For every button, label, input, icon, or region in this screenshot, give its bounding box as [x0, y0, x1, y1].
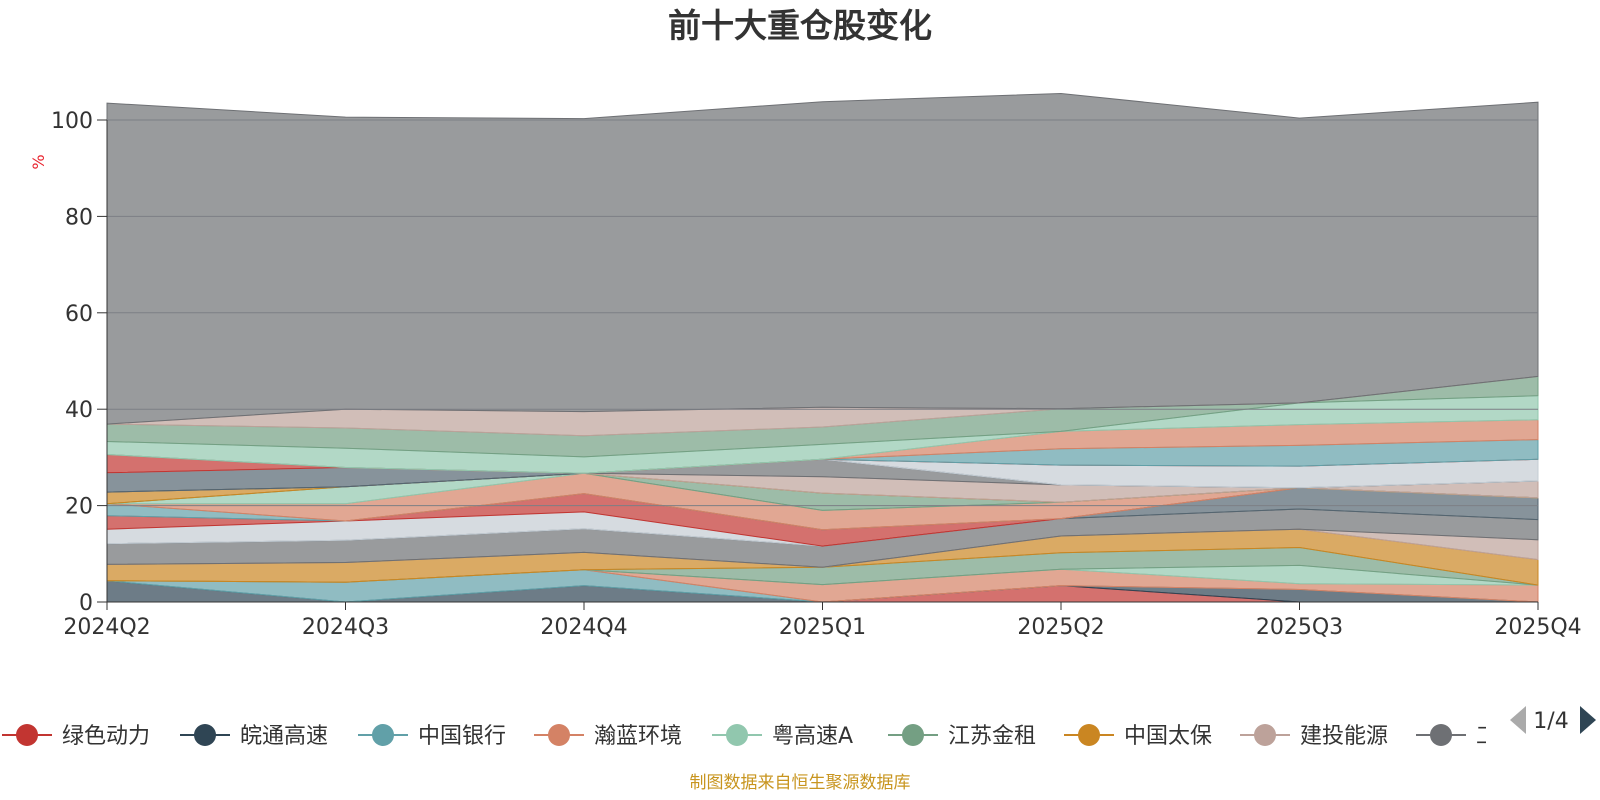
x-tick-label: 2024Q4: [540, 615, 627, 640]
y-tick-label: 100: [51, 109, 93, 134]
axes: 0 20 40 60 80 100 2024Q2 2024Q3 2024Q4 2025Q1 2025…: [51, 109, 1582, 640]
legend-item-8[interactable]: 建投能源: [1240, 724, 1388, 749]
y-tick-label: 40: [65, 398, 93, 423]
x-tick-label: 2025Q2: [1017, 615, 1104, 640]
y-axis-unit: %: [29, 154, 48, 169]
legend-marker-icon: [16, 724, 38, 746]
area-series-28[interactable]: [106, 92, 1539, 425]
legend-page-indicator: 1/4: [1533, 709, 1568, 734]
chart-title: 前十大重仓股变化: [668, 6, 932, 45]
legend-marker-icon: [194, 724, 216, 746]
legend-label: 建投能源: [1300, 724, 1388, 749]
legend-marker-icon: [1254, 724, 1276, 746]
plot-area: [106, 92, 1539, 603]
legend-marker-icon: [726, 724, 748, 746]
legend-next-page-icon[interactable]: [1580, 706, 1596, 734]
x-tick-label: 2025Q1: [779, 615, 866, 640]
legend-label: 瀚蓝环境: [594, 724, 682, 749]
source-note: 制图数据来自恒生聚源数据库: [690, 773, 911, 793]
legend-label: 工商银行: [1476, 724, 1564, 749]
legend-marker-icon: [1078, 724, 1100, 746]
legend-item-5[interactable]: 粤高速A: [712, 724, 853, 749]
legend-label: 绿色动力: [62, 724, 150, 749]
grid-lines: [107, 119, 1538, 507]
legend-marker-icon: [372, 724, 394, 746]
legend-marker-icon: [1430, 724, 1452, 746]
legend-label: 中国太保: [1124, 724, 1212, 749]
legend-item-2[interactable]: 皖通高速: [180, 724, 328, 749]
legend-label: 粤高速A: [772, 724, 853, 749]
y-tick-label: 0: [79, 591, 93, 616]
legend-label: 中国银行: [418, 724, 506, 749]
legend[interactable]: 绿色动力 皖通高速 中国银行 瀚蓝环境 粤高速A 江苏金租 中国太保 建投能源 工商银行: [2, 724, 1564, 749]
y-tick-label: 20: [65, 495, 93, 520]
legend-item-7[interactable]: 中国太保: [1064, 724, 1212, 749]
legend-label: 皖通高速: [240, 724, 328, 749]
legend-item-6[interactable]: 江苏金租: [888, 724, 1036, 749]
legend-pager: 1/4: [1510, 706, 1596, 734]
legend-marker-icon: [548, 724, 570, 746]
x-tick-label: 2024Q3: [302, 615, 389, 640]
legend-prev-page-icon[interactable]: [1510, 706, 1526, 734]
x-tick-label: 2024Q2: [63, 615, 150, 640]
legend-item-1[interactable]: 绿色动力: [2, 724, 150, 749]
legend-label: 江苏金租: [948, 724, 1036, 749]
legend-item-3[interactable]: 中国银行: [358, 724, 506, 749]
x-tick-label: 2025Q3: [1256, 615, 1343, 640]
legend-item-9[interactable]: 工商银行: [1416, 724, 1564, 749]
y-tick-label: 80: [65, 205, 93, 230]
legend-item-4[interactable]: 瀚蓝环境: [534, 724, 682, 749]
y-tick-label: 60: [65, 302, 93, 327]
legend-marker-icon: [902, 724, 924, 746]
x-tick-label: 2025Q4: [1494, 615, 1581, 640]
